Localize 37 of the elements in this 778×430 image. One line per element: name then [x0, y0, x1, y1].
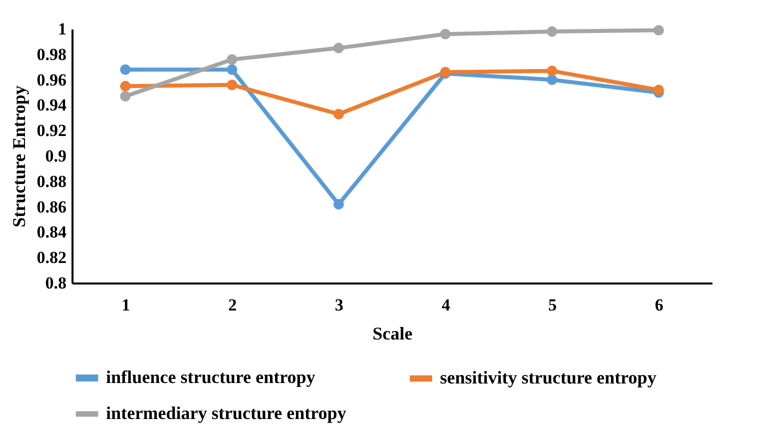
point: [226, 64, 238, 75]
y-tick-label: 0.84: [36, 222, 67, 242]
y-tick-label: 0.96: [36, 70, 66, 90]
y-axis-title: Structure Entropy: [8, 86, 29, 228]
point: [440, 28, 451, 40]
point: [120, 80, 131, 92]
point: [653, 25, 664, 36]
x-tick-label: 3: [334, 296, 344, 314]
point: [333, 108, 344, 120]
y-tick-label: 0.86: [36, 197, 66, 216]
y-tick-label: 0.98: [36, 44, 66, 64]
y-tick-label: 0.88: [36, 172, 66, 191]
y-tick-label: 0.94: [36, 96, 67, 115]
y-tick-label: 0.8: [45, 274, 66, 292]
point: [226, 80, 238, 90]
x-tick-label: 1: [122, 296, 130, 314]
legend-label: intermediary structure entropy: [106, 403, 346, 423]
point: [653, 84, 664, 96]
point: [226, 54, 238, 65]
legend-label: sensitivity structure entropy: [440, 368, 656, 388]
point: [546, 66, 558, 76]
x-tick-label: 6: [654, 296, 664, 314]
point: [333, 42, 344, 54]
point: [333, 199, 344, 210]
point: [120, 91, 131, 102]
x-axis-title: Scale: [372, 324, 412, 344]
y-tick-label: 0.92: [36, 121, 66, 140]
x-tick-label: 5: [548, 296, 557, 314]
point: [546, 74, 558, 86]
x-tick-label: 4: [442, 296, 451, 314]
x-tick-label: 2: [228, 296, 237, 314]
point: [546, 26, 558, 37]
legend-label: influence structure entropy: [106, 367, 316, 387]
y-tick-label: 0.82: [36, 248, 66, 268]
y-tick-label: 0.9: [45, 146, 66, 166]
point: [120, 64, 131, 75]
y-tick-label: 1: [58, 20, 66, 38]
